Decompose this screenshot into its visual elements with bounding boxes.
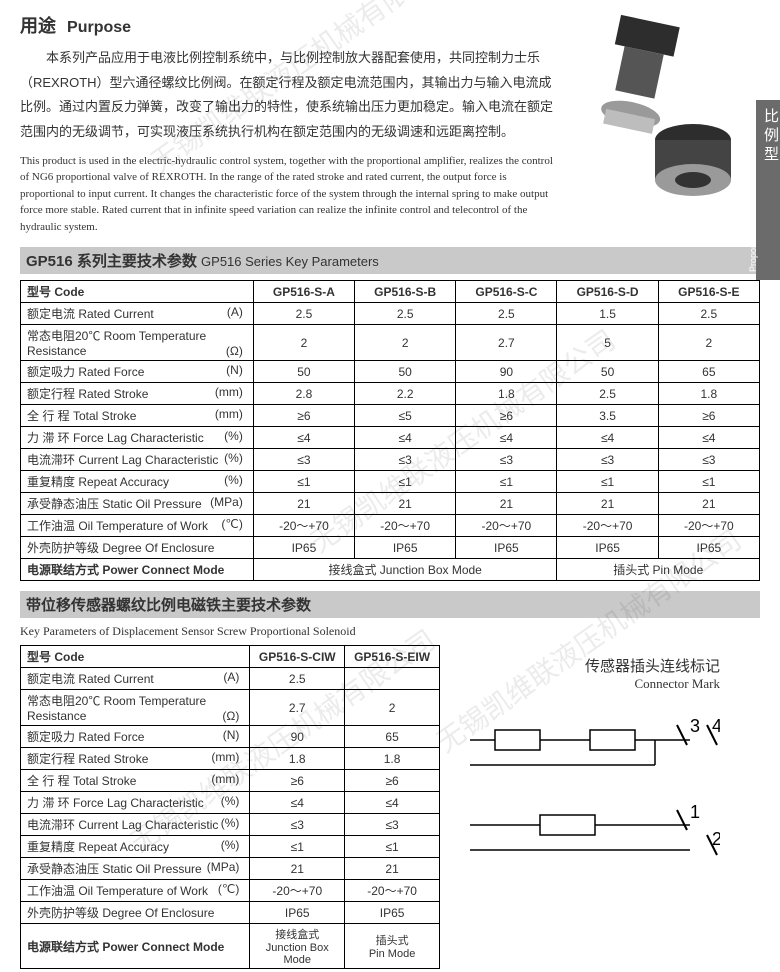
connector-diagram: 3 4 1 2 — [460, 700, 720, 870]
table-row: 工作油温 Oil Temperature of Work(℃)-20～+70-2… — [21, 515, 760, 537]
product-image — [550, 10, 740, 223]
table-row: 重复精度 Repeat Accuracy(%)≤1≤1 — [21, 836, 440, 858]
section1-en: GP516 Series Key Parameters — [201, 254, 379, 269]
table-row: 额定行程 Rated Stroke(mm)1.81.8 — [21, 748, 440, 770]
side-tab-cn: 比例型 — [756, 100, 780, 173]
key-params-table: 型号 CodeGP516-S-AGP516-S-BGP516-S-CGP516-… — [20, 280, 760, 581]
pin-3: 3 — [690, 716, 700, 736]
pin-4: 4 — [712, 716, 720, 736]
table-row: 重复精度 Repeat Accuracy(%)≤1≤1≤1≤1≤1 — [21, 471, 760, 493]
table-col: GP516-S-CIW — [250, 646, 345, 668]
table-row: 电流滞环 Current Lag Characteristic(%)≤3≤3 — [21, 814, 440, 836]
table-row: 常态电阻20℃ Room Temperature Resistance(Ω)2.… — [21, 690, 440, 726]
table-col: GP516-S-C — [456, 281, 557, 303]
purpose-head-en: Purpose — [67, 19, 131, 36]
section2-cn: 带位移传感器螺纹比例电磁铁主要技术参数 — [26, 597, 311, 614]
purpose-head-cn: 用途 — [20, 16, 56, 36]
table-row: 常态电阻20℃ Room Temperature Resistance(Ω)22… — [21, 325, 760, 361]
sensor-params-table: 型号 CodeGP516-S-CIWGP516-S-EIW额定电流 Rated … — [20, 645, 440, 969]
table-col: GP516-S-A — [253, 281, 354, 303]
table-col: GP516-S-B — [355, 281, 456, 303]
side-tab-en: Proportional Solenoid — [748, 186, 758, 272]
table-footer: 电源联结方式 Power Connect Mode接线盒式 Junction B… — [21, 559, 760, 581]
connector-title-en: Connector Mark — [460, 676, 720, 692]
table-row: 额定电流 Rated Current(A)2.52.52.51.52.5 — [21, 303, 760, 325]
table-head-label: 型号 Code — [21, 646, 250, 668]
side-tab: 比例型 Proportional Solenoid — [756, 100, 780, 280]
connector-title-cn: 传感器插头连线标记 — [460, 655, 720, 676]
section1-bar: GP516 系列主要技术参数 GP516 Series Key Paramete… — [20, 247, 760, 274]
table-row: 工作油温 Oil Temperature of Work(℃)-20～+70-2… — [21, 880, 440, 902]
table-head-label: 型号 Code — [21, 281, 254, 303]
table-row: 力 滞 环 Force Lag Characteristic(%)≤4≤4≤4≤… — [21, 427, 760, 449]
purpose-text-cn: 本系列产品应用于电液比例控制系统中，与比例控制放大器配套使用，共同控制力士乐（R… — [20, 46, 560, 145]
table-row: 外壳防护等级 Degree Of EnclosureIP65IP65 — [21, 902, 440, 924]
section1-cn: GP516 系列主要技术参数 — [26, 253, 197, 270]
table-col: GP516-S-E — [658, 281, 759, 303]
table-row: 额定吸力 Rated Force(N)9065 — [21, 726, 440, 748]
pin-2: 2 — [712, 829, 720, 849]
table-footer: 电源联结方式 Power Connect Mode接线盒式 Junction B… — [21, 924, 440, 969]
table-row: 全 行 程 Total Stroke(mm)≥6≥6 — [21, 770, 440, 792]
section2-bar: 带位移传感器螺纹比例电磁铁主要技术参数 — [20, 591, 760, 618]
pin-1: 1 — [690, 802, 700, 822]
table-row: 承受静态油压 Static Oil Pressure(MPa)2121 — [21, 858, 440, 880]
section2-en: Key Parameters of Displacement Sensor Sc… — [20, 624, 760, 639]
table-row: 外壳防护等级 Degree Of EnclosureIP65IP65IP65IP… — [21, 537, 760, 559]
purpose-text-en: This product is used in the electric-hyd… — [20, 153, 560, 236]
table-row: 额定电流 Rated Current(A)2.5 — [21, 668, 440, 690]
table-row: 额定行程 Rated Stroke(mm)2.82.21.82.51.8 — [21, 383, 760, 405]
connector-mark-block: 传感器插头连线标记 Connector Mark 3 4 1 2 — [460, 655, 720, 873]
table-row: 力 滞 环 Force Lag Characteristic(%)≤4≤4 — [21, 792, 440, 814]
table-col: GP516-S-EIW — [345, 646, 440, 668]
table-row: 额定吸力 Rated Force(N)5050905065 — [21, 361, 760, 383]
table-row: 承受静态油压 Static Oil Pressure(MPa)212121212… — [21, 493, 760, 515]
table-row: 全 行 程 Total Stroke(mm)≥6≤5≥63.5≥6 — [21, 405, 760, 427]
table-col: GP516-S-D — [557, 281, 658, 303]
table-row: 电流滞环 Current Lag Characteristic(%)≤3≤3≤3… — [21, 449, 760, 471]
